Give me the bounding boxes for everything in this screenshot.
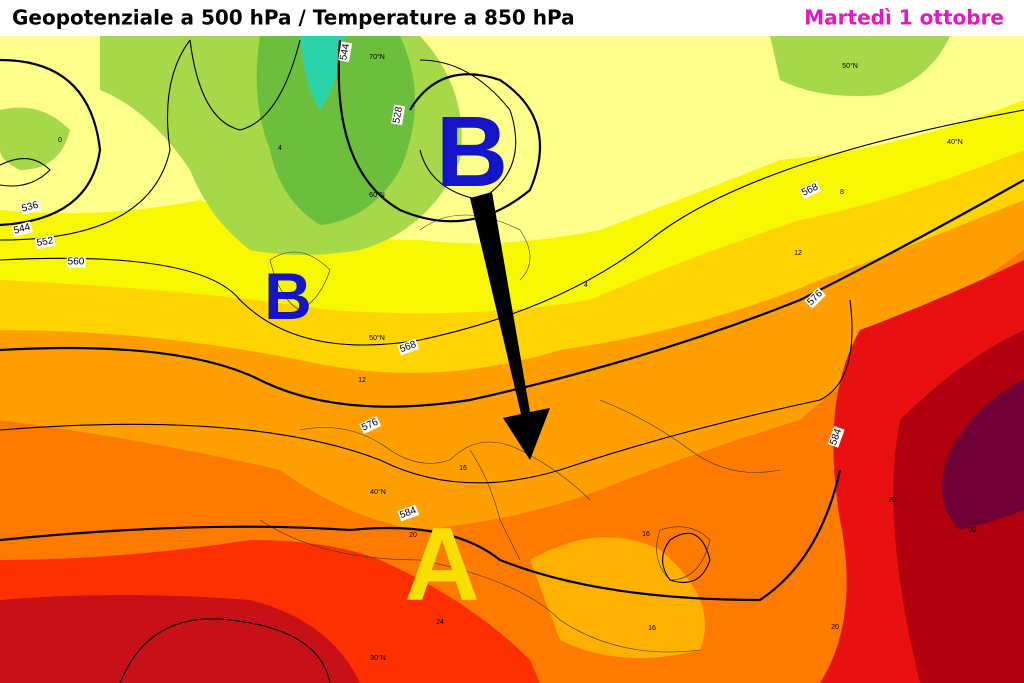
label-background [397, 504, 420, 522]
coastlines [259, 214, 781, 653]
contour-labels: 544 528 536 544 552 560 568 568 576 576 … [11, 41, 845, 522]
contour-label: 560 [68, 257, 85, 268]
header-band [0, 0, 1024, 36]
label-background [11, 221, 33, 237]
latitude-label: 30°N [370, 654, 386, 662]
date: Martedì 1 ottobre [804, 6, 1004, 30]
isotherm-label: 0 [58, 137, 62, 144]
label-background [397, 338, 420, 356]
label-background [66, 256, 86, 268]
contour-label: 544 [13, 222, 32, 237]
latitude-label: 40°N [370, 488, 386, 496]
contour-label: 536 [21, 200, 40, 215]
isotherm-label: 20 [831, 624, 839, 631]
isotherm-label: 16 [648, 625, 656, 632]
label-background [804, 287, 826, 309]
latitude-labels: 70°N 50°N 40°N 60°N 50°N 40°N 30°N [369, 53, 963, 662]
low-pressure-label: B [264, 259, 312, 333]
latitude-label: 40°N [947, 138, 963, 146]
isotherm-label: 4 [278, 145, 282, 152]
arrow [470, 192, 550, 460]
label-background [19, 199, 41, 215]
label-background [359, 416, 382, 435]
isotherm-label: 4 [584, 282, 588, 289]
low-pressure-label: B [436, 96, 508, 208]
isotherm-label: 20 [888, 497, 896, 504]
contour-label: 544 [338, 42, 352, 61]
latitude-label: 60°N [369, 191, 385, 199]
isotherm-label: 20 [968, 527, 976, 534]
contour-label: 552 [36, 235, 55, 249]
isotherm-label: 8 [840, 189, 844, 196]
high-pressure-label: A [404, 507, 479, 623]
isotherm-label: 12 [794, 250, 802, 257]
isotherm-label: 20 [409, 532, 417, 539]
label-background [391, 104, 406, 126]
geopotential-contours [0, 39, 1024, 683]
label-background [338, 41, 353, 63]
isotherm-label: 16 [459, 465, 467, 472]
latitude-label: 70°N [369, 53, 385, 61]
latitude-label: 50°N [842, 62, 858, 70]
pressure-centers: B B A [264, 96, 508, 623]
isotherm-label: 12 [358, 377, 366, 384]
isotherm-labels: 0 4 8 12 16 20 24 16 16 20 20 20 12 4 [58, 137, 976, 632]
label-background [827, 425, 845, 448]
isotherm-label: 24 [436, 619, 444, 626]
contour-label: 528 [391, 105, 405, 124]
latitude-label: 50°N [369, 334, 385, 342]
label-background [34, 235, 56, 250]
label-background [799, 181, 822, 200]
title: Geopotenziale a 500 hPa / Temperature a … [12, 6, 575, 30]
isotherm-label: 16 [642, 531, 650, 538]
